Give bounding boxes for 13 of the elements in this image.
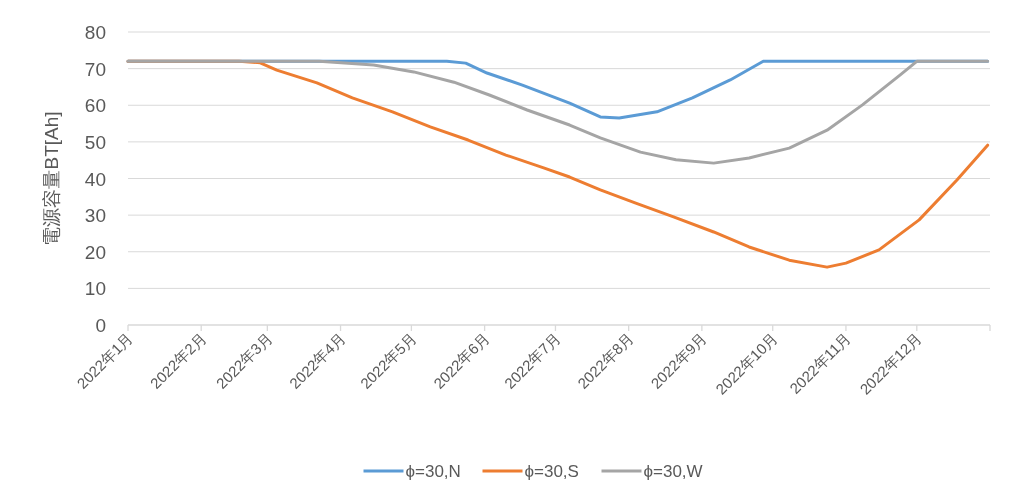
y-tick-label: 30 (84, 205, 106, 227)
y-tick-label: 10 (84, 278, 106, 300)
y-axis-title: 電源容量BT[Ah] (41, 111, 62, 246)
legend-label: ϕ=30,N (405, 462, 461, 481)
legend-label: ϕ=30,W (643, 462, 703, 481)
y-tick-label: 50 (84, 131, 106, 153)
y-tick-label: 70 (84, 58, 106, 80)
legend-label: ϕ=30,S (524, 462, 579, 481)
y-tick-label: 40 (84, 168, 106, 190)
y-tick-label: 20 (84, 241, 106, 263)
y-tick-label: 60 (84, 95, 106, 117)
y-tick-label: 0 (95, 315, 106, 336)
y-tick-label: 80 (84, 22, 106, 43)
